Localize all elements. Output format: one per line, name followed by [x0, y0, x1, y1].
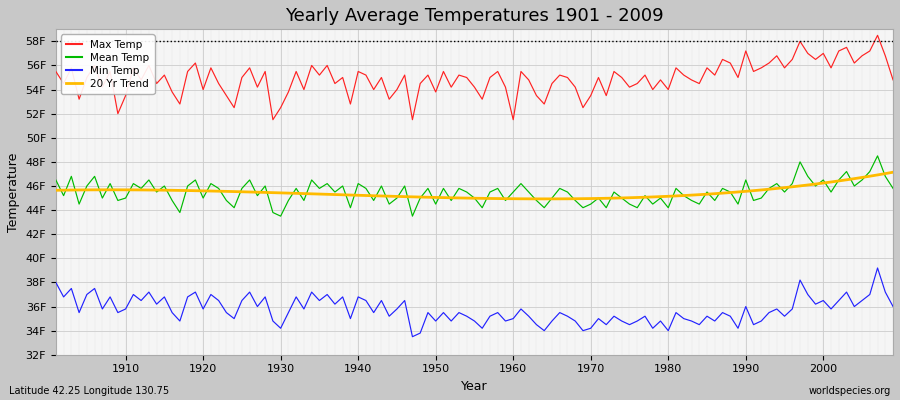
- Title: Yearly Average Temperatures 1901 - 2009: Yearly Average Temperatures 1901 - 2009: [285, 7, 664, 25]
- X-axis label: Year: Year: [461, 380, 488, 393]
- Legend: Max Temp, Mean Temp, Min Temp, 20 Yr Trend: Max Temp, Mean Temp, Min Temp, 20 Yr Tre…: [61, 34, 155, 94]
- Text: Latitude 42.25 Longitude 130.75: Latitude 42.25 Longitude 130.75: [9, 386, 169, 396]
- Text: worldspecies.org: worldspecies.org: [809, 386, 891, 396]
- Y-axis label: Temperature: Temperature: [7, 152, 20, 232]
